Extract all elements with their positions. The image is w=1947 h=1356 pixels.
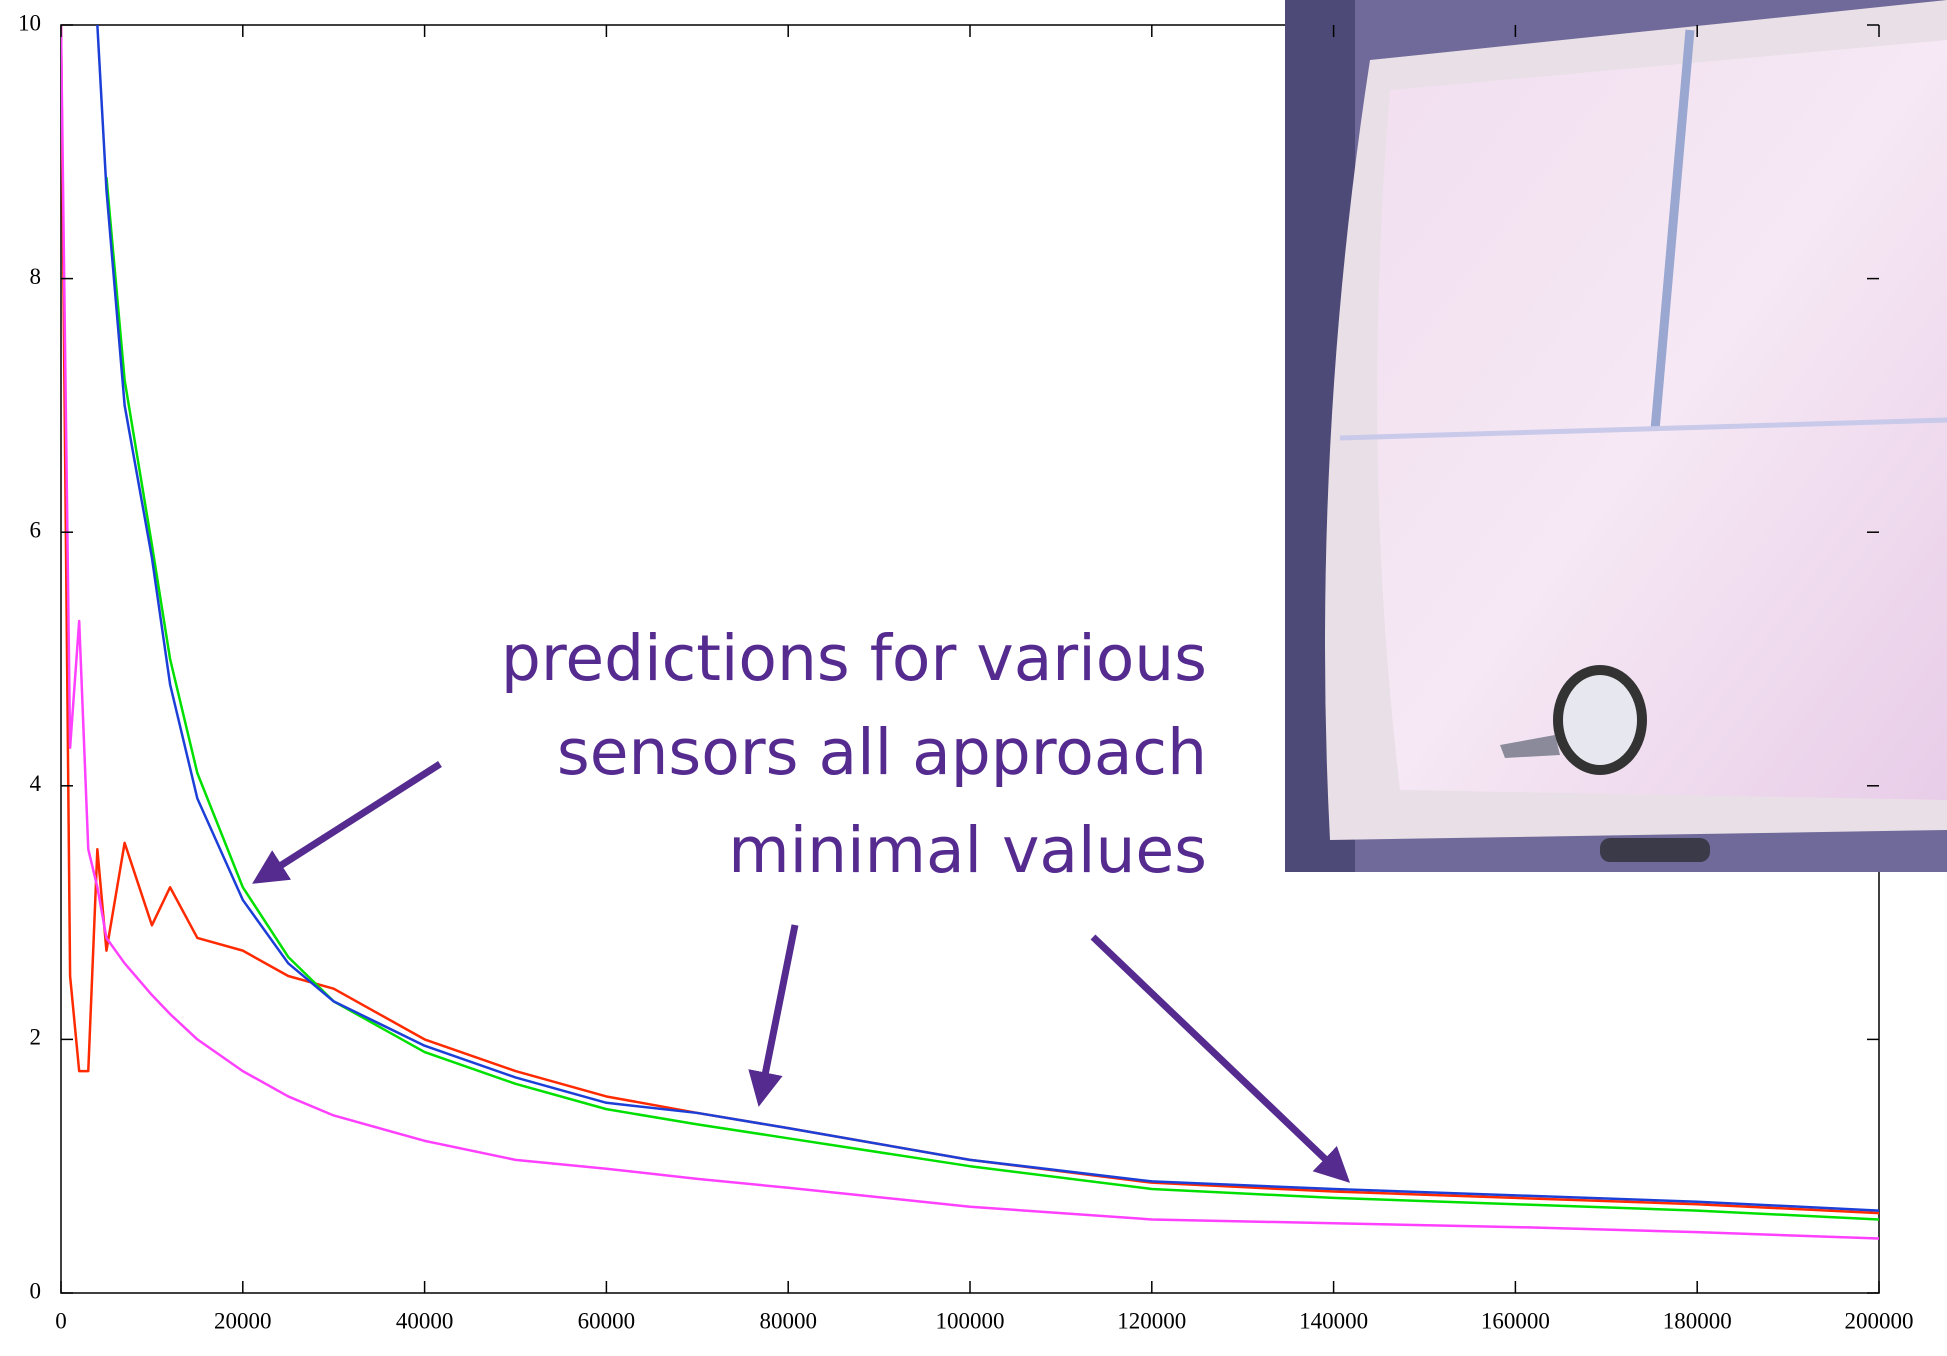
x-tick-label: 160000 xyxy=(1481,1308,1550,1333)
x-tick-label: 100000 xyxy=(936,1308,1005,1333)
y-tick-label: 4 xyxy=(30,771,42,796)
x-tick-label: 40000 xyxy=(396,1308,454,1333)
annotation: minimal values xyxy=(728,814,1207,887)
y-tick-label: 8 xyxy=(30,264,42,289)
annotation: predictions for various xyxy=(501,622,1207,695)
x-tick-label: 20000 xyxy=(214,1308,272,1333)
arrow xyxy=(1093,937,1345,1178)
x-tick-label: 120000 xyxy=(1117,1308,1186,1333)
page: {"chart_data": {"type": "line", "x": [0,… xyxy=(0,0,1947,1356)
y-tick-label: 0 xyxy=(30,1278,42,1303)
photo-inset xyxy=(1285,0,1947,872)
annotation: sensors all approach xyxy=(557,716,1207,789)
x-tick-label: 180000 xyxy=(1663,1308,1732,1333)
arrow xyxy=(760,925,795,1100)
x-tick-label: 140000 xyxy=(1299,1308,1368,1333)
x-tick-label: 80000 xyxy=(759,1308,817,1333)
x-tick-label: 200000 xyxy=(1845,1308,1914,1333)
x-tick-label: 60000 xyxy=(578,1308,636,1333)
y-tick-label: 10 xyxy=(18,10,41,35)
y-tick-label: 6 xyxy=(30,517,42,542)
arrow xyxy=(258,764,440,880)
y-tick-label: 2 xyxy=(30,1025,42,1050)
x-tick-label: 0 xyxy=(55,1308,67,1333)
chart: predictions for various sensors all appr… xyxy=(0,0,1947,1356)
